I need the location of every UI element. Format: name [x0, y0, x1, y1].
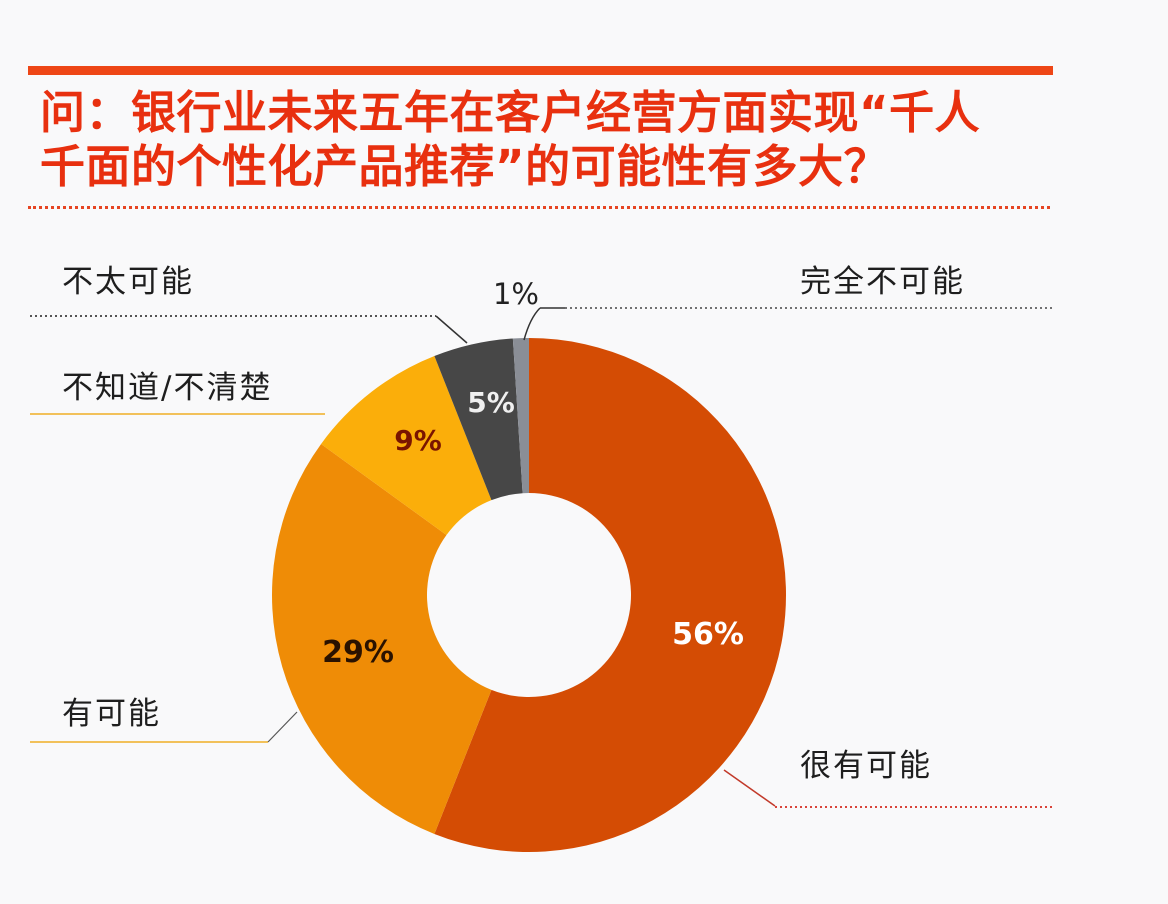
slice-impossible[interactable] — [512, 338, 529, 494]
slice-very-likely[interactable] — [434, 338, 786, 852]
category-label-impossible: 完全不可能 — [800, 264, 965, 300]
label-likely-pct: 29% — [322, 635, 394, 670]
category-label-unlikely: 不太可能 — [62, 264, 194, 300]
slice-dont-know[interactable] — [321, 356, 492, 536]
title-accent-bar — [28, 66, 1053, 75]
slice-data-labels: 56% 29% 9% 5% 1% — [322, 277, 744, 670]
label-very-likely-pct: 56% — [672, 617, 744, 652]
category-label-likely: 有可能 — [62, 696, 161, 732]
slice-unlikely[interactable] — [434, 338, 523, 501]
title-line-1: 问：银行业未来五年在客户经营方面实现“千人 — [40, 86, 981, 139]
title-divider — [28, 206, 1050, 209]
donut-slices — [272, 338, 786, 852]
slice-likely[interactable] — [272, 443, 492, 834]
label-impossible-pct: 1% — [493, 277, 539, 311]
label-unlikely-pct: 5% — [467, 386, 515, 419]
label-dont-know-pct: 9% — [394, 424, 442, 457]
category-label-dont-know: 不知道/不清楚 — [62, 370, 273, 406]
category-label-very-likely: 很有可能 — [800, 748, 932, 784]
chart-title: 问：银行业未来五年在客户经营方面实现“千人 千面的个性化产品推荐”的可能性有多大… — [40, 86, 1060, 194]
title-line-2: 千面的个性化产品推荐”的可能性有多大？ — [40, 140, 890, 193]
leader-lines — [30, 307, 1052, 808]
